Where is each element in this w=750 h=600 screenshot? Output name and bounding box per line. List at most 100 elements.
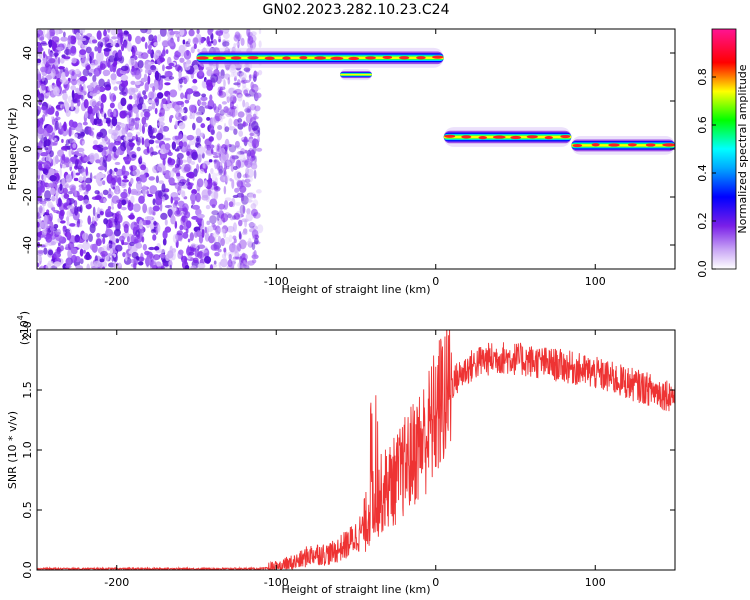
- spectrogram-cell: [102, 146, 109, 151]
- spectrogram-cell: [109, 64, 114, 72]
- spectrogram-cell: [79, 29, 86, 34]
- spectrogram-cell: [202, 163, 206, 169]
- spectrogram-cell: [228, 253, 232, 261]
- spectrogram-cell: [159, 107, 165, 117]
- spectrogram-cell: [201, 228, 205, 239]
- spectrogram-cell: [178, 122, 186, 130]
- spectrogram-cell: [114, 42, 120, 48]
- spectrogram-cell: [191, 215, 199, 220]
- spectrogram-cell: [53, 261, 62, 267]
- spectrogram-cell: [45, 263, 52, 269]
- spectrogram-x-label: Height of straight line (km): [281, 283, 430, 296]
- spectrogram-cell: [99, 128, 108, 139]
- spectrogram-cell: [37, 255, 43, 262]
- snr-y-tick-label: 2.0: [21, 321, 34, 339]
- snr-panel: -200 -100 0 100 0.0 0.5 1.0 1.5 2.0 Height of st…: [6, 311, 676, 596]
- spectrogram-cell: [171, 141, 177, 150]
- spectrogram-cell: [78, 176, 84, 182]
- spectrogram-cell: [165, 49, 169, 55]
- spectrogram-cell: [100, 261, 108, 269]
- spectrogram-cell: [213, 144, 218, 151]
- spectrogram-cell: [57, 149, 65, 157]
- spectrogram-x-tick-label: -200: [104, 275, 129, 288]
- spectrogram-cell: [62, 225, 67, 230]
- spectrogram-cell: [188, 29, 195, 37]
- spectrogram-cell: [233, 77, 237, 82]
- spectrogram-cell: [169, 30, 175, 36]
- spectrogram-cell: [122, 251, 126, 258]
- spectrogram-cell: [37, 227, 42, 233]
- spectrogram-cell: [114, 244, 123, 252]
- spectrogram-peak: [196, 56, 209, 60]
- spectrogram-cell: [162, 157, 166, 166]
- spectrogram-cell: [192, 112, 195, 120]
- spectrogram-cell: [105, 208, 112, 218]
- spectrogram-cell: [144, 216, 153, 221]
- spectrogram-cell: [121, 170, 130, 177]
- spectrogram-cell: [120, 191, 128, 199]
- spectrogram-cell: [187, 181, 191, 186]
- spectrogram-cell: [224, 160, 228, 171]
- spectrogram-cell: [130, 221, 139, 231]
- spectrogram-cell: [119, 91, 127, 95]
- spectrogram-cell: [115, 149, 121, 156]
- spectrogram-cell: [184, 99, 190, 104]
- spectrogram-cell: [85, 46, 92, 54]
- spectrogram-cell: [178, 70, 182, 79]
- spectrogram-cell: [170, 215, 176, 225]
- spectrogram-peak: [560, 134, 571, 139]
- spectrogram-cell: [61, 138, 64, 143]
- spectrogram-cell: [44, 65, 53, 75]
- spectrogram-cell: [154, 107, 158, 115]
- spectrogram-peak: [461, 135, 472, 139]
- spectrogram-cell: [188, 140, 195, 146]
- spectrogram-cell: [148, 139, 155, 145]
- spectrogram-cell: [126, 112, 132, 116]
- spectrogram-cell: [75, 172, 80, 176]
- spectrogram-cell: [66, 231, 72, 241]
- spectrogram-cell: [132, 106, 140, 114]
- spectrogram-cell: [178, 249, 184, 255]
- spectrogram-cell: [144, 138, 151, 149]
- spectrogram-cell: [191, 90, 200, 94]
- spectrogram-cell: [228, 234, 233, 243]
- spectrogram-cell: [230, 72, 235, 78]
- spectrogram-cell: [161, 49, 166, 57]
- spectrogram-cell: [71, 57, 77, 64]
- spectrogram-cell: [75, 87, 80, 93]
- spectrogram-cell: [79, 49, 87, 56]
- spectrogram-cell: [44, 139, 51, 147]
- spectrogram-cell: [109, 248, 113, 255]
- spectrogram-cell: [89, 223, 96, 234]
- spectrogram-peak: [645, 143, 656, 147]
- spectrogram-cell: [158, 180, 164, 185]
- spectrogram-cell: [253, 193, 257, 199]
- spectrogram-cell: [182, 39, 186, 45]
- spectrogram-cell: [190, 265, 197, 269]
- spectrogram-cell: [71, 29, 77, 35]
- spectrogram-cell: [210, 148, 214, 155]
- spectrogram-cell: [37, 43, 43, 53]
- spectrogram-cell: [70, 78, 78, 86]
- spectrogram-cell: [215, 225, 221, 235]
- spectrogram-cell: [88, 72, 93, 77]
- spectrogram-cell: [69, 156, 77, 163]
- spectrogram-cell: [179, 29, 185, 37]
- spectrogram-cell: [131, 154, 137, 159]
- spectrogram-cell: [94, 190, 100, 195]
- spectrogram-cell: [219, 174, 228, 183]
- spectrogram-cell: [253, 250, 257, 258]
- spectrogram-cell: [136, 234, 141, 239]
- spectrogram-cell: [65, 257, 72, 268]
- spectrogram-cell: [186, 150, 191, 157]
- spectrogram-cell: [237, 94, 243, 102]
- spectrogram-cell: [161, 183, 166, 193]
- spectrogram-cell: [79, 75, 88, 82]
- spectrogram-cell: [220, 237, 225, 247]
- spectrogram-cell: [161, 196, 166, 202]
- spectrogram-cell: [146, 146, 150, 154]
- spectrogram-cell: [164, 137, 171, 141]
- spectrogram-cell: [37, 71, 41, 75]
- spectrogram-cell: [243, 67, 251, 72]
- spectrogram-cell: [213, 159, 218, 165]
